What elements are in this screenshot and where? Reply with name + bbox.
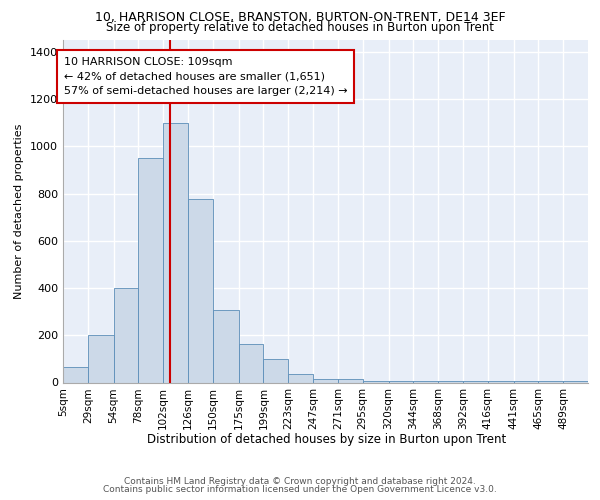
Bar	[213, 310, 239, 382]
Bar	[263, 359, 288, 382]
Bar	[113, 288, 139, 382]
Y-axis label: Number of detached properties: Number of detached properties	[14, 124, 25, 299]
Bar	[188, 200, 213, 382]
Bar	[313, 379, 338, 382]
Text: 10 HARRISON CLOSE: 109sqm
← 42% of detached houses are smaller (1,651)
57% of se: 10 HARRISON CLOSE: 109sqm ← 42% of detac…	[64, 57, 347, 96]
Bar	[63, 367, 88, 382]
Text: Contains public sector information licensed under the Open Government Licence v3: Contains public sector information licen…	[103, 485, 497, 494]
Bar	[88, 336, 113, 382]
Bar	[338, 379, 363, 382]
Bar	[163, 122, 188, 382]
Bar	[288, 374, 313, 382]
Text: Contains HM Land Registry data © Crown copyright and database right 2024.: Contains HM Land Registry data © Crown c…	[124, 477, 476, 486]
Bar	[139, 158, 163, 382]
Text: Distribution of detached houses by size in Burton upon Trent: Distribution of detached houses by size …	[148, 432, 506, 446]
Text: 10, HARRISON CLOSE, BRANSTON, BURTON-ON-TRENT, DE14 3EF: 10, HARRISON CLOSE, BRANSTON, BURTON-ON-…	[95, 12, 505, 24]
Bar	[239, 344, 263, 382]
Text: Size of property relative to detached houses in Burton upon Trent: Size of property relative to detached ho…	[106, 22, 494, 35]
